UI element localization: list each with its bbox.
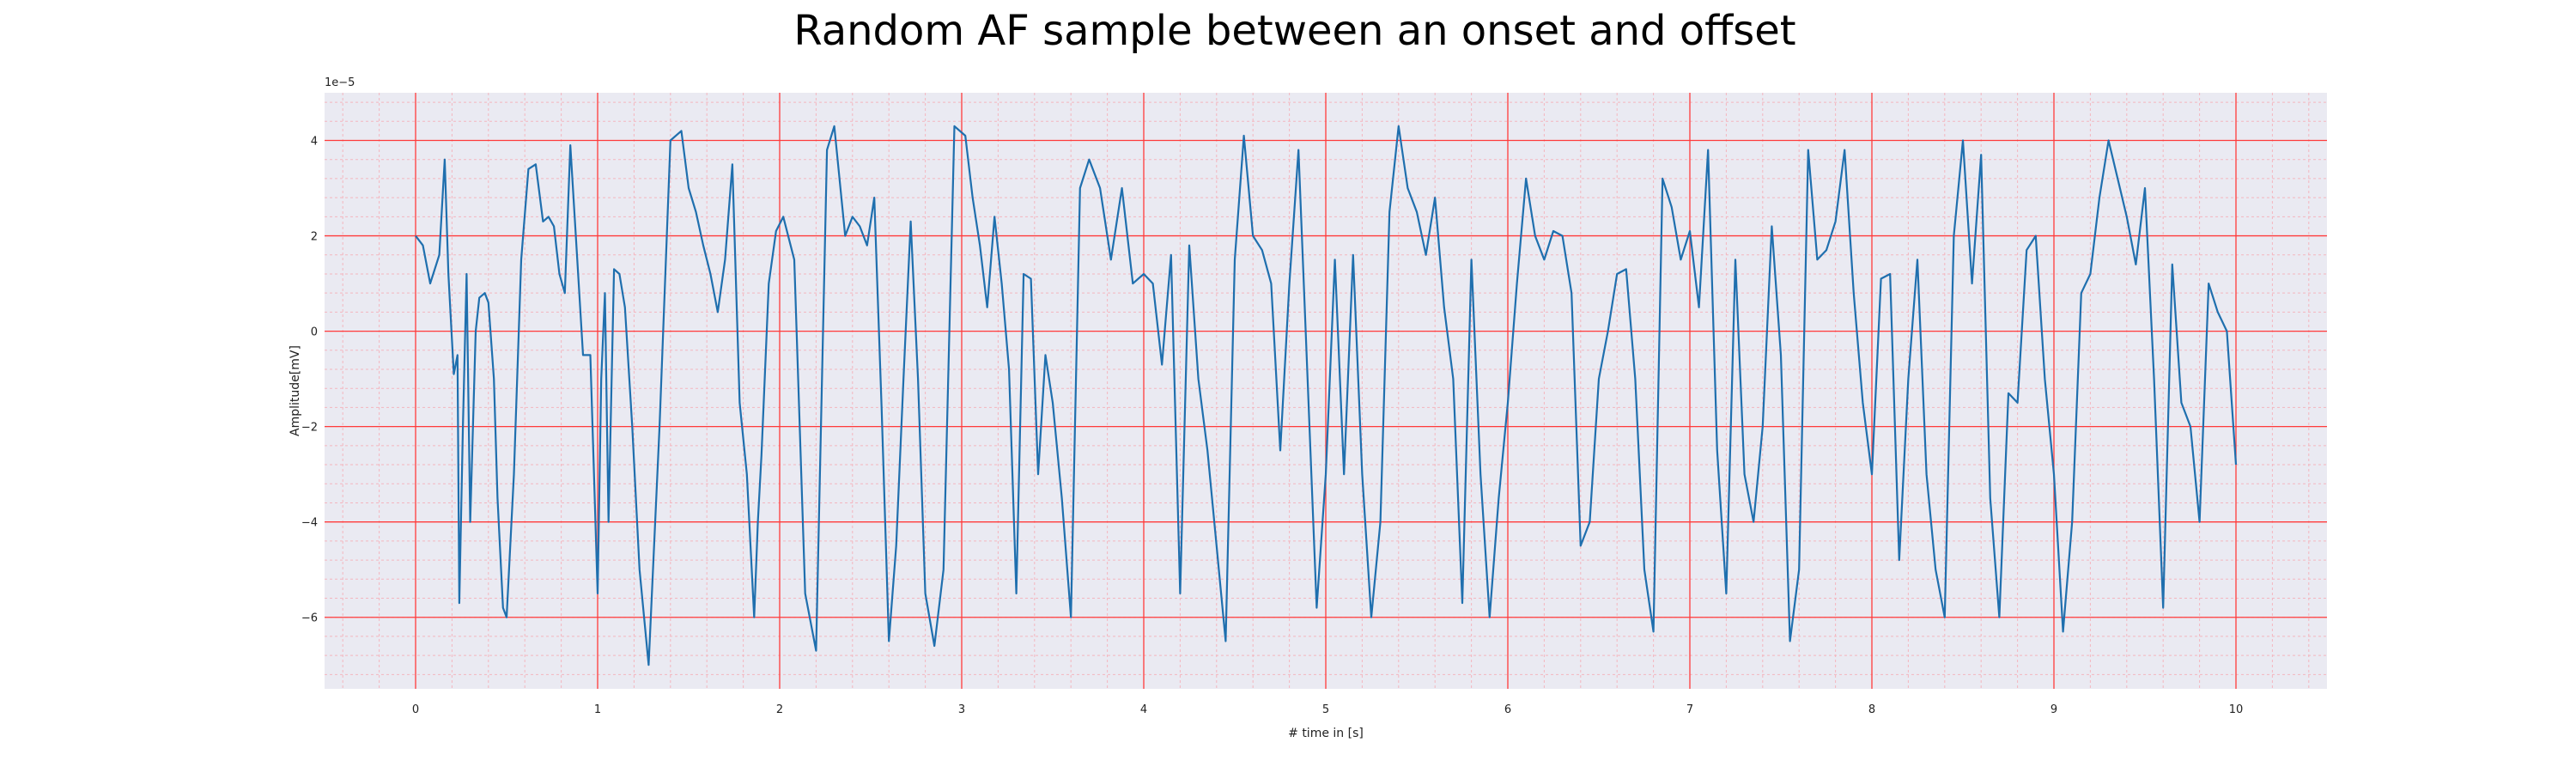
x-tick-label: 10 (2229, 703, 2244, 716)
x-tick-label: 2 (776, 703, 783, 716)
series-line (415, 125, 2238, 666)
x-tick-label: 4 (1140, 703, 1147, 716)
x-tick-labels: 0 1 2 3 4 5 6 7 8 9 10 (412, 703, 2243, 716)
x-tick-label: 7 (1686, 703, 1693, 716)
x-tick-label: 9 (2050, 703, 2057, 716)
x-tick-label: 5 (1322, 703, 1329, 716)
y-tick-label: 2 (311, 231, 318, 244)
y-tick-label: 4 (311, 136, 318, 149)
major-grid (325, 93, 2327, 689)
y-tick-label: −6 (301, 612, 318, 625)
y-tick-label: −4 (301, 517, 318, 530)
x-tick-label: 3 (958, 703, 965, 716)
x-tick-label: 8 (1868, 703, 1875, 716)
y-axis-label: Amplitude[mV] (289, 345, 302, 436)
y-tick-label: 0 (311, 326, 318, 339)
x-tick-label: 1 (594, 703, 601, 716)
x-axis-label: # time in [s] (1288, 727, 1364, 740)
chart-title: Random AF sample between an onset and of… (793, 7, 1795, 55)
x-tick-label: 6 (1504, 703, 1511, 716)
y-offset-label: 1e−5 (325, 76, 355, 89)
x-tick-label: 0 (412, 703, 419, 716)
y-tick-label: −2 (301, 422, 318, 435)
y-tick-labels: −6 −4 −2 0 2 4 (301, 136, 318, 625)
